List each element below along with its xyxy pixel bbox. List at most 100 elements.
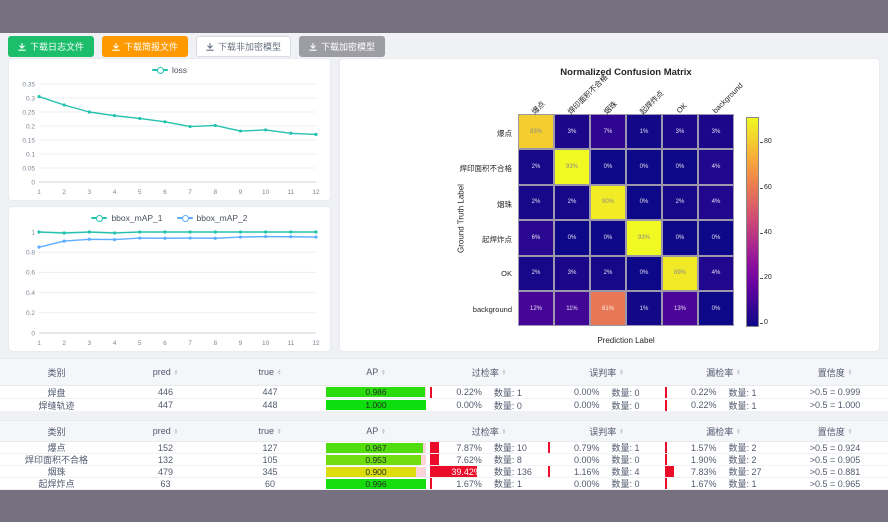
column-header-true[interactable]: true ▲ ▼ (218, 367, 322, 377)
legend-item-bbox_mAP_1[interactable]: bbox_mAP_1 (91, 213, 163, 223)
matrix-cell: 0% (626, 255, 662, 291)
rate-count: 数量: 1 (728, 479, 757, 489)
download-button-2[interactable]: 下载非加密模型 (196, 36, 292, 57)
column-header-label: 置信度 (817, 426, 845, 437)
ap-bar-fill (326, 400, 426, 410)
rate-percent: 7.62% (456, 454, 482, 465)
colorbar-tick: 60 (760, 184, 772, 191)
ap-bar: 1.000 (326, 400, 426, 410)
rate-text: 1.67% 数量: 1 (430, 478, 548, 490)
svg-text:7: 7 (188, 189, 192, 196)
sort-icon[interactable]: ▲ ▼ (381, 426, 386, 435)
matrix-cell: 0% (554, 220, 590, 256)
rate-bar: 1.57% 数量: 2 (665, 442, 782, 453)
rate-percent: 7.87% (456, 442, 482, 453)
rate-count: 数量: 1 (728, 400, 757, 411)
download-button-1[interactable]: 下载简报文件 (102, 36, 189, 57)
matrix-cell: 0% (626, 149, 662, 185)
rate-bar: 39.42% 数量: 136 (430, 466, 548, 477)
ap-bar-fill (326, 442, 423, 453)
legend-item-loss[interactable]: loss (151, 65, 187, 75)
download-button-3[interactable]: 下载加密模型 (299, 36, 386, 57)
colorbar-tick: 0 (760, 319, 768, 326)
svg-text:10: 10 (262, 340, 270, 347)
table-row: 焊印面积不合格 132 105 0.953 7.62% 数量: 8 0.00% 数量: 0 1.… (0, 454, 888, 466)
column-header-误判率[interactable]: 误判率 ▲ ▼ (548, 425, 665, 438)
column-header-label: 漏检率 (706, 367, 734, 378)
confusion-matrix-card: Normalized Confusion Matrix Ground Truth… (339, 58, 880, 352)
rate-bar-fill (430, 386, 432, 398)
matrix-row-label: 焊印面积不合格 (459, 164, 513, 174)
matrix-cell: 83% (518, 114, 554, 150)
sort-icon[interactable]: ▲ ▼ (619, 426, 624, 435)
rate-bar: 1.67% 数量: 1 (665, 478, 782, 489)
ap-value: 1.000 (365, 400, 387, 410)
pred-count: 132 (157, 454, 174, 465)
column-header-pred[interactable]: pred ▲ ▼ (113, 367, 218, 377)
column-header-漏检率[interactable]: 漏检率 ▲ ▼ (665, 425, 782, 438)
rate-count: 数量: 8 (493, 455, 522, 465)
sort-icon[interactable]: ▲ ▼ (501, 426, 507, 435)
sort-icon[interactable]: ▲ ▼ (173, 426, 179, 435)
rate-cell: 0.00% 数量: 0 (430, 400, 548, 411)
ap-value: 0.900 (365, 466, 387, 477)
table-row: 焊盘 446 447 0.986 0.22% 数量: 1 0.00% 数量: 0 0.22% 数量… (0, 386, 888, 399)
column-header-pred[interactable]: pred ▲ ▼ (113, 426, 218, 436)
svg-text:5: 5 (138, 340, 142, 347)
legend-item-bbox_mAP_2[interactable]: bbox_mAP_2 (176, 213, 248, 223)
true-count: 447 (262, 387, 278, 397)
column-header-过检率[interactable]: 过检率 ▲ ▼ (430, 366, 548, 379)
matrix-cell: 13% (662, 291, 698, 327)
confidence-value: >0.5 = 0.905 (809, 454, 861, 465)
confidence-value: >0.5 = 0.881 (809, 466, 861, 477)
table-row: 起焊炸点 63 60 0.996 1.67% 数量: 1 0.00% 数量: 0 1.67% 数量… (0, 478, 888, 490)
sort-icon[interactable]: ▲ ▼ (736, 367, 741, 376)
sort-icon[interactable]: ▲ ▼ (736, 426, 741, 435)
sort-icon[interactable]: ▲ ▼ (277, 426, 282, 435)
rate-text: 1.16% 数量: 4 (548, 466, 665, 478)
sort-icon[interactable]: ▲ ▼ (847, 426, 853, 435)
sort-icon[interactable]: ▲ ▼ (277, 367, 282, 376)
column-header-AP[interactable]: AP ▲ ▼ (322, 426, 430, 436)
rate-text: 0.00% 数量: 0 (548, 387, 665, 398)
svg-text:0: 0 (31, 179, 35, 186)
matrix-cell: 4% (698, 184, 734, 221)
sort-icon[interactable]: ▲ ▼ (619, 367, 624, 376)
rate-count: 数量: 1 (611, 443, 640, 453)
column-header-label: AP (366, 367, 379, 377)
rate-bar: 1.67% 数量: 1 (430, 478, 548, 489)
column-header-true[interactable]: true ▲ ▼ (218, 426, 322, 436)
class-name: 烟珠 (47, 467, 66, 477)
rate-bar-fill (665, 454, 668, 465)
download-button-0[interactable]: 下载日志文件 (8, 36, 95, 57)
matrix-row-label: 爆点 (497, 128, 512, 138)
sort-icon[interactable]: ▲ ▼ (173, 367, 179, 376)
column-header-置信度[interactable]: 置信度 ▲ ▼ (782, 425, 888, 438)
legend-label: bbox_mAP_1 (111, 213, 163, 223)
rate-text: 39.42% 数量: 136 (430, 466, 548, 478)
matrix-cell: 90% (590, 184, 626, 221)
matrix-cell: 6% (518, 220, 554, 256)
column-header-置信度[interactable]: 置信度 ▲ ▼ (782, 366, 888, 379)
rate-text: 1.90% 数量: 2 (665, 454, 782, 466)
rate-cell: 0.00% 数量: 0 (548, 400, 665, 411)
column-header-过检率[interactable]: 过检率 ▲ ▼ (430, 425, 548, 438)
rate-bar-fill (665, 386, 667, 398)
column-header-误判率[interactable]: 误判率 ▲ ▼ (548, 366, 665, 379)
svg-text:0.2: 0.2 (26, 310, 35, 317)
rate-count: 数量: 0 (611, 400, 640, 411)
column-header-label: pred (152, 426, 171, 436)
download-icon (206, 42, 214, 51)
column-header-漏检率[interactable]: 漏检率 ▲ ▼ (665, 366, 782, 379)
table-row: 爆点 152 127 0.967 7.87% 数量: 10 0.79% 数量: 1 1.57% 数… (0, 442, 888, 454)
loss-chart: 0 0.05 0.1 0.15 0.2 0.25 0.3 0.35 1 2 3 4 5 6 7 8 9 10 11 1… (9, 78, 330, 202)
rate-count: 数量: 27 (728, 467, 762, 477)
sort-icon[interactable]: ▲ ▼ (381, 367, 386, 376)
sort-icon[interactable]: ▲ ▼ (847, 367, 853, 376)
colorbar (746, 117, 759, 327)
column-header-AP[interactable]: AP ▲ ▼ (322, 367, 430, 377)
matrix-cell: 2% (554, 184, 590, 221)
column-header-label: 误判率 (589, 367, 617, 378)
sort-icon[interactable]: ▲ ▼ (501, 367, 507, 376)
